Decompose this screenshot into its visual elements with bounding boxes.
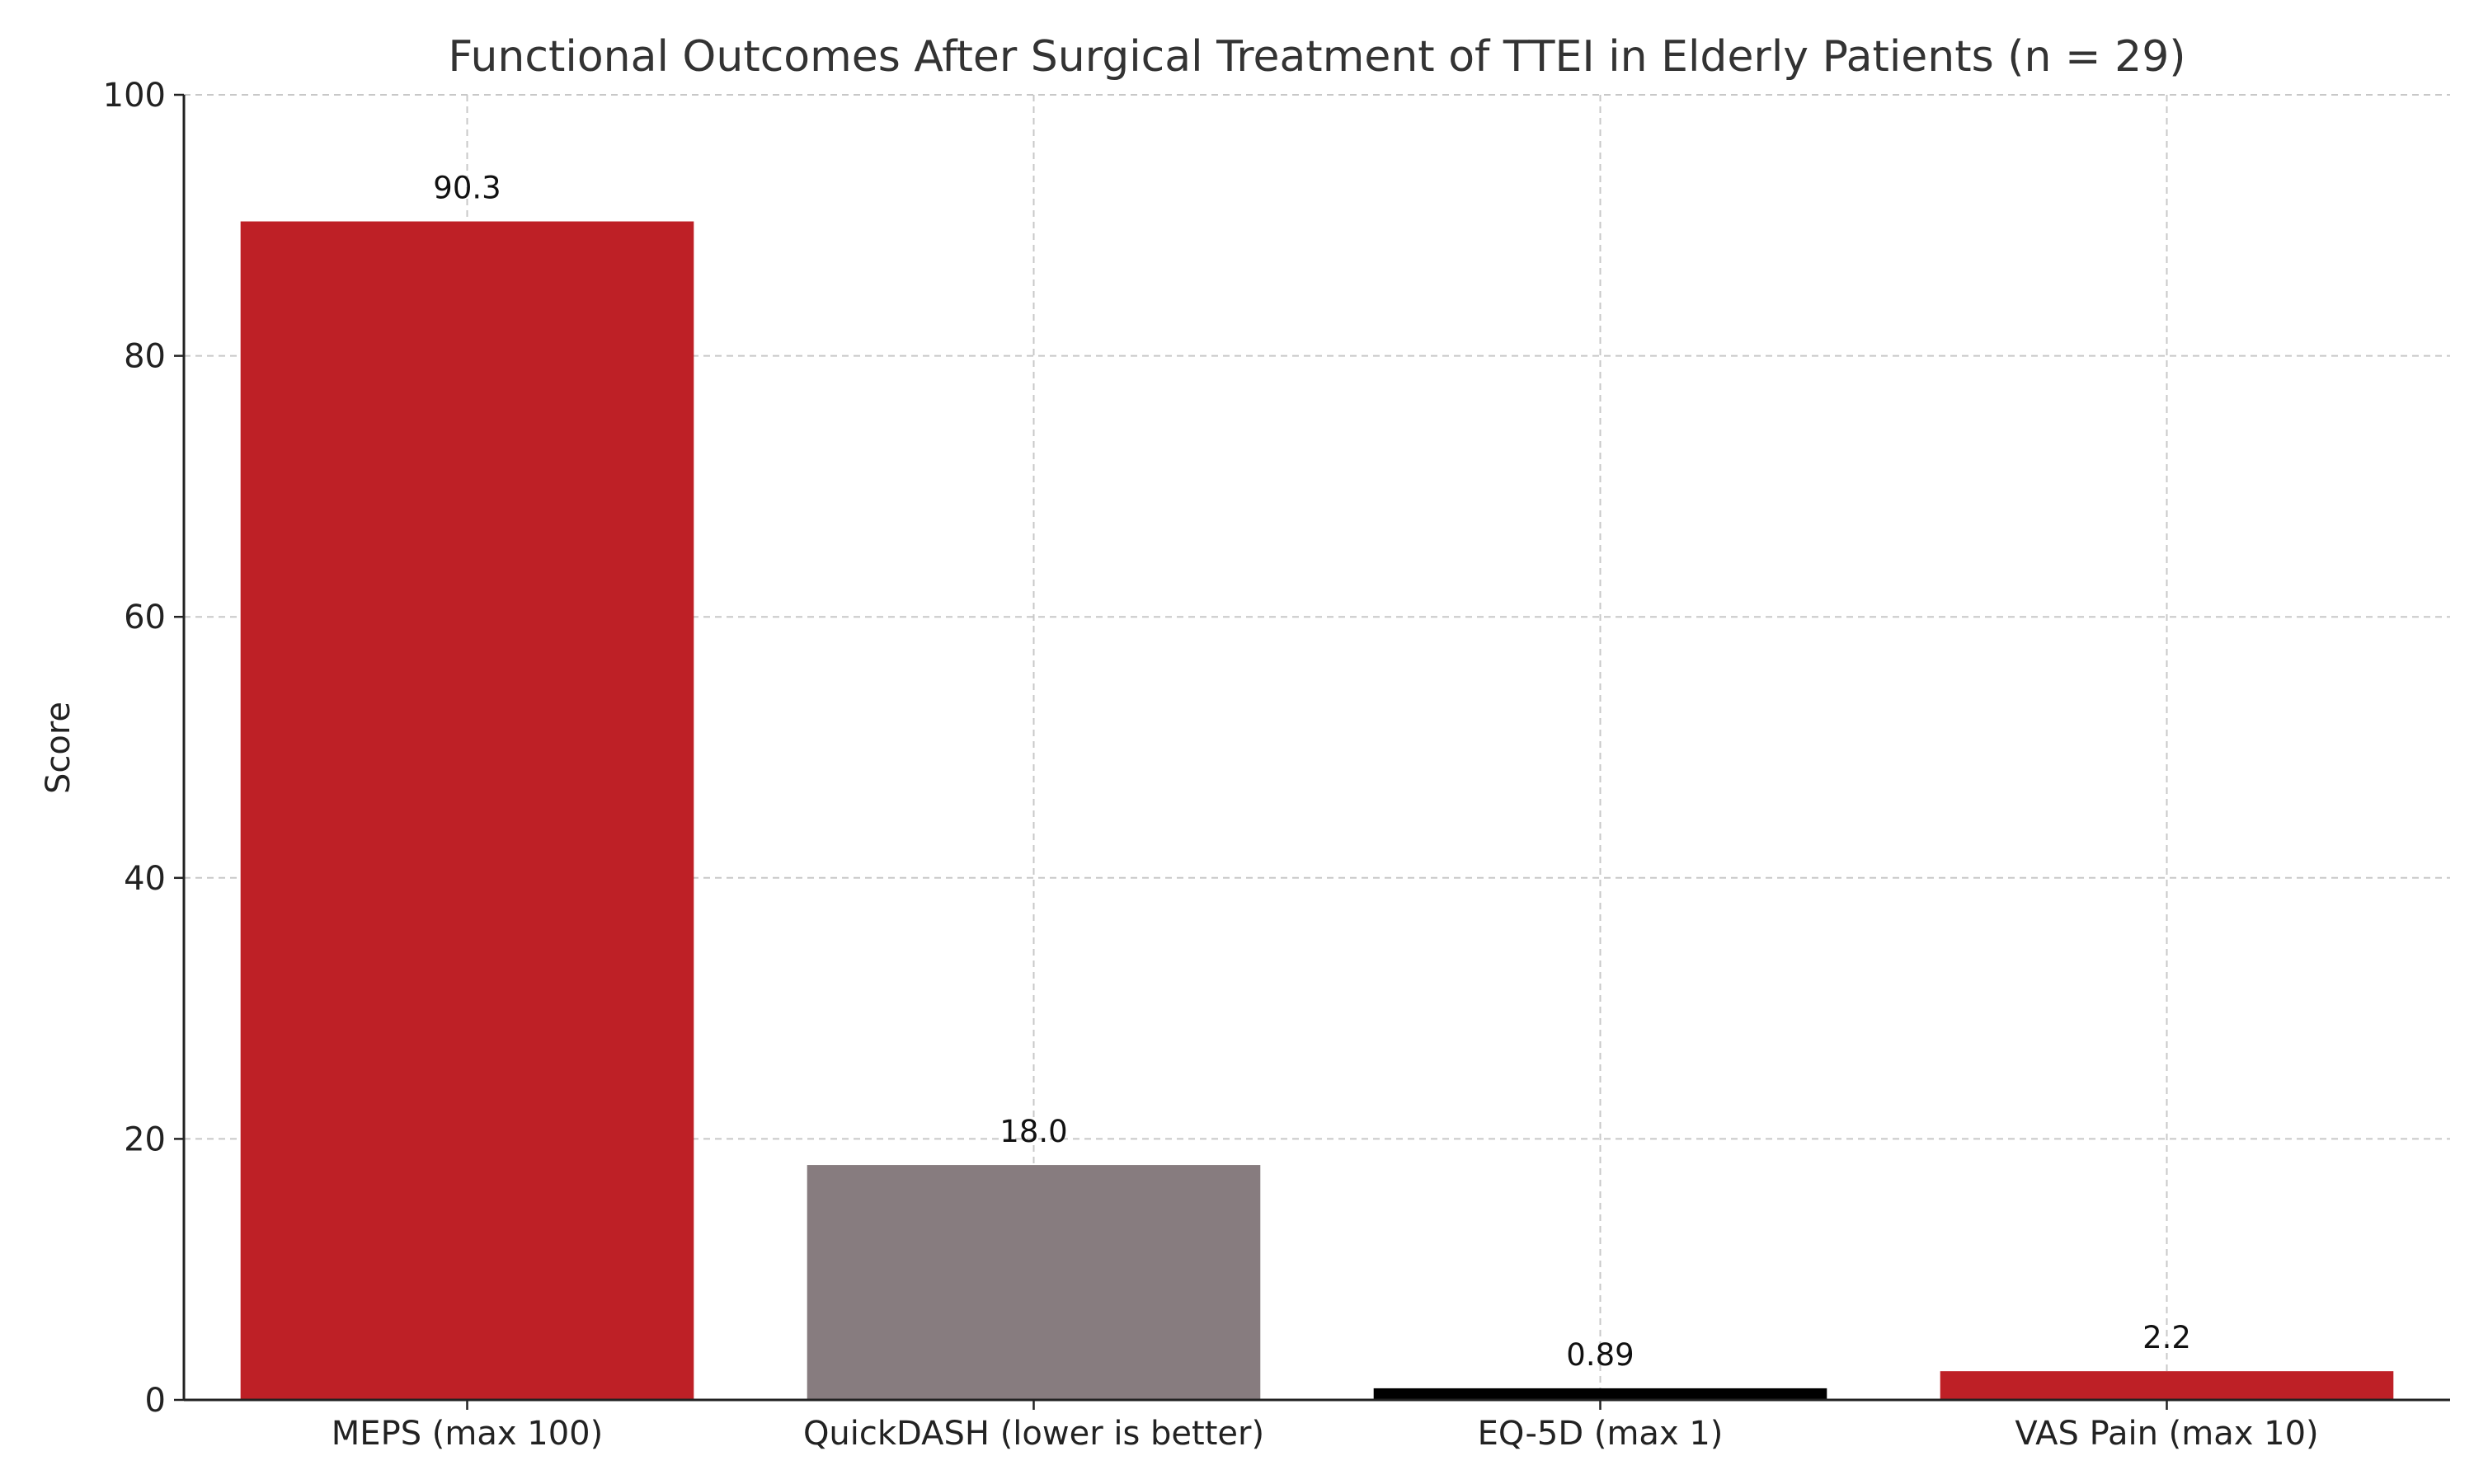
bar-value-label: 2.2 (2142, 1320, 2191, 1355)
y-axis-label: Score (40, 702, 78, 794)
bar-value-label: 18.0 (999, 1114, 1067, 1149)
bar (240, 221, 694, 1400)
chart-title: Functional Outcomes After Surgical Treat… (448, 32, 2185, 82)
bar (1940, 1371, 2394, 1400)
y-tick-label: 20 (124, 1120, 166, 1158)
x-tick-label: EQ-5D (max 1) (1478, 1415, 1724, 1453)
y-tick-label: 60 (124, 599, 166, 636)
y-tick-label: 40 (124, 860, 166, 898)
bar-value-label: 90.3 (433, 171, 501, 206)
bar-value-label: 0.89 (1566, 1337, 1634, 1373)
y-tick-label: 0 (145, 1382, 166, 1420)
x-tick-label: QuickDASH (lower is better) (803, 1415, 1264, 1453)
bar (1373, 1388, 1827, 1400)
y-tick-label: 80 (124, 338, 166, 376)
bar (807, 1165, 1261, 1400)
y-tick-label: 100 (103, 77, 166, 115)
x-tick-label: VAS Pain (max 10) (2015, 1415, 2318, 1453)
x-tick-label: MEPS (max 100) (332, 1415, 603, 1453)
